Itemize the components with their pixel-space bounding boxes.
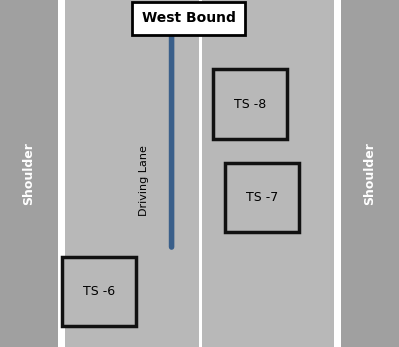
Text: Shoulder: Shoulder — [363, 142, 377, 205]
Text: West Bound: West Bound — [142, 11, 235, 25]
Text: Driving Lane: Driving Lane — [138, 145, 149, 216]
Text: TS -6: TS -6 — [83, 285, 115, 298]
Bar — [341, 0, 399, 347]
Bar — [62, 257, 136, 326]
Bar — [213, 69, 287, 139]
Bar — [58, 0, 65, 347]
Text: Shoulder: Shoulder — [22, 142, 36, 205]
Text: TS -8: TS -8 — [234, 98, 267, 111]
Bar — [132, 2, 245, 35]
Bar — [199, 0, 202, 347]
Bar — [225, 163, 299, 232]
Bar — [0, 0, 58, 347]
Text: TS -7: TS -7 — [246, 191, 279, 204]
Bar — [334, 0, 341, 347]
